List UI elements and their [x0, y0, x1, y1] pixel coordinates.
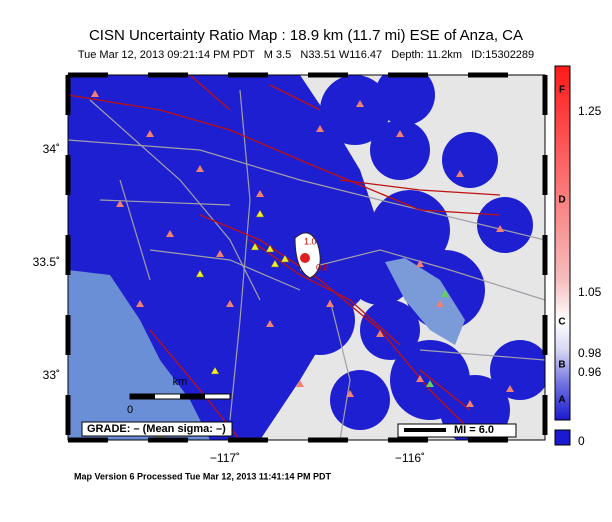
- grade-box: [81, 421, 233, 437]
- lat-label: 34˚: [43, 142, 60, 156]
- map-area: 1.0 0.8 km 0 GRADE: – (Mean sigma: –) MI…: [68, 75, 545, 440]
- colorbar: F D C B A 1.25 1.05 0.98 0.96 0: [554, 65, 602, 448]
- scale-unit: km: [173, 376, 188, 388]
- lat-label: 33.5˚: [33, 255, 60, 269]
- grade-letter: B: [558, 360, 565, 371]
- stations-yellow: [155, 209, 290, 438]
- colorbar-gradient: [554, 65, 571, 421]
- grade-letter: D: [558, 195, 565, 206]
- stations-green: [426, 290, 449, 387]
- subtitle: Tue Mar 12, 2013 09:21:14 PM PDT M 3.5 N…: [78, 49, 534, 61]
- title: CISN Uncertainty Ratio Map : 18.9 km (11…: [89, 27, 523, 44]
- magnitude-legend: MI = 6.0: [454, 424, 494, 436]
- lon-label: −116˚: [395, 451, 425, 465]
- epicenter-contours: 1.0 0.8: [294, 232, 329, 279]
- roads: [68, 89, 545, 440]
- scale-bar: km 0: [127, 376, 231, 416]
- magnitude-box: [397, 423, 517, 438]
- contour-label: 1.0: [304, 236, 317, 246]
- lon-label: −117˚: [210, 451, 240, 465]
- map-frame: [65, 72, 548, 443]
- colorbar-label: 0.98: [578, 346, 602, 360]
- grade-letter: F: [559, 85, 565, 96]
- grade: GRADE: – (Mean sigma: –): [87, 423, 226, 435]
- grade-letter: A: [558, 395, 565, 406]
- lat-label: 33˚: [43, 368, 60, 382]
- colorbar-label: 1.05: [578, 285, 602, 299]
- colorbar-label: 0.96: [578, 365, 602, 379]
- salton-sea: [385, 258, 465, 345]
- colorbar-label: 0: [578, 434, 585, 448]
- colorbar-label: 1.25: [578, 104, 602, 118]
- colorbar-zero: [554, 429, 571, 446]
- grade-letter: C: [558, 317, 565, 328]
- contour-label: 0.8: [316, 262, 329, 272]
- faults: [68, 75, 501, 440]
- scale-zero: 0: [127, 404, 133, 416]
- stations: [91, 90, 514, 407]
- footer: Map Version 6 Processed Tue Mar 12, 2013…: [74, 471, 331, 481]
